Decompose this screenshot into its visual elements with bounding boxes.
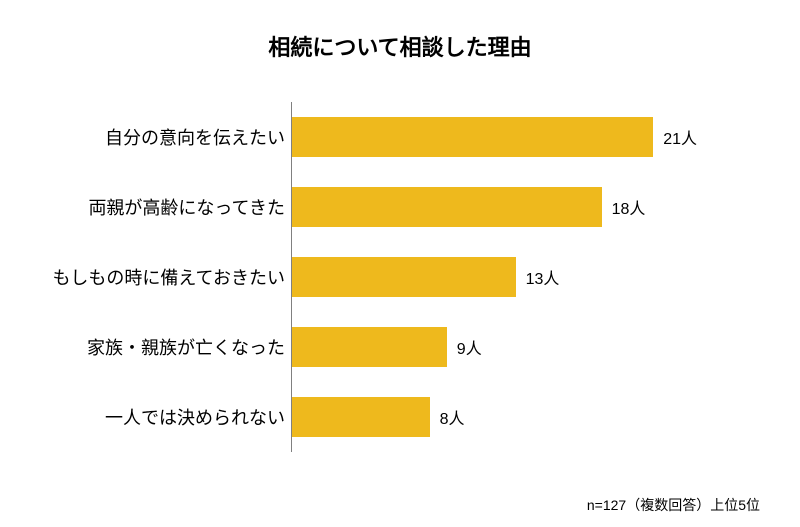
chart-footnote: n=127（複数回答）上位5位 [587, 495, 760, 515]
row-label: 自分の意向を伝えたい [40, 124, 291, 150]
bar [292, 117, 653, 157]
chart-rows: 自分の意向を伝えたい 21人両親が高齢になってきた 18人もしもの時に備えておきたい… [40, 102, 760, 452]
chart-row: もしもの時に備えておきたい 13人 [40, 242, 760, 312]
bar-wrap: 18人 [291, 172, 760, 242]
value-label: 9人 [457, 335, 482, 359]
value-label: 8人 [440, 405, 465, 429]
row-label: 両親が高齢になってきた [40, 194, 291, 220]
value-label: 13人 [526, 265, 560, 289]
bar-wrap: 21人 [291, 102, 760, 172]
chart-row: 一人では決められない 8人 [40, 382, 760, 452]
value-label: 18人 [612, 195, 646, 219]
row-label: 一人では決められない [40, 404, 291, 430]
chart-title: 相続について相談した理由 [40, 30, 760, 62]
row-label: 家族・親族が亡くなった [40, 334, 291, 360]
bar [292, 327, 447, 367]
bar-wrap: 13人 [291, 242, 760, 312]
chart-row: 家族・親族が亡くなった 9人 [40, 312, 760, 382]
bar-wrap: 9人 [291, 312, 760, 382]
chart-row: 自分の意向を伝えたい 21人 [40, 102, 760, 172]
row-label: もしもの時に備えておきたい [40, 264, 291, 290]
bar [292, 257, 516, 297]
chart-row: 両親が高齢になってきた 18人 [40, 172, 760, 242]
chart-container: 相続について相談した理由 自分の意向を伝えたい 21人両親が高齢になってきた 18人… [0, 0, 800, 527]
bar [292, 397, 430, 437]
bar [292, 187, 602, 227]
value-label: 21人 [663, 125, 697, 149]
bar-wrap: 8人 [291, 382, 760, 452]
